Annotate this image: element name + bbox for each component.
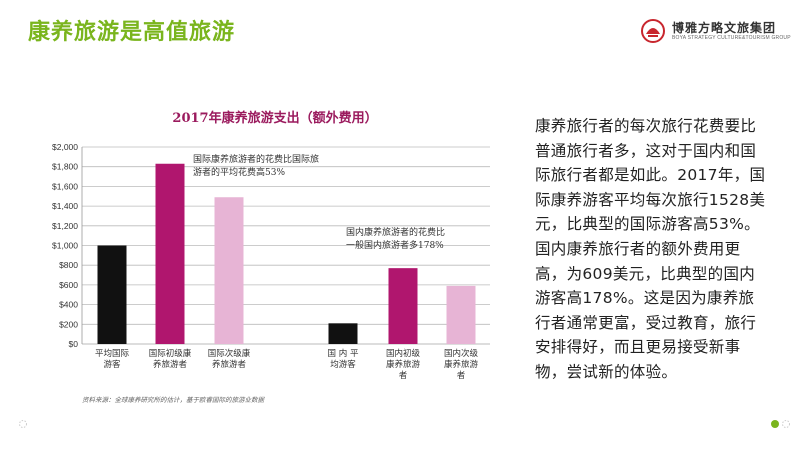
logo-english: BOYA STRATEGY CULTURE&TOURISM GROUP xyxy=(672,35,791,41)
company-logo: 博雅方略文旅集团 BOYA STRATEGY CULTURE&TOURISM G… xyxy=(640,18,791,48)
chart-title: 2017年康养旅游支出（额外费用） xyxy=(172,110,377,126)
y-tick-label: $1,800 xyxy=(52,162,78,172)
x-tick-label: 平均国际 xyxy=(95,348,130,359)
x-tick-label: 国际初级康 xyxy=(149,348,192,359)
x-tick-label: 国内次级 xyxy=(444,348,479,359)
spending-chart: 2017年康养旅游支出（额外费用） $0 $200 $400 $600 $800 $1,00… xyxy=(50,100,500,410)
y-tick-label: $400 xyxy=(59,300,78,310)
bar xyxy=(214,197,244,344)
annotation-text: 国际康养旅游者的花费比国际旅 xyxy=(193,153,319,165)
x-tick-label: 国际次级康 xyxy=(208,348,251,359)
x-tick-label: 者 xyxy=(457,371,466,381)
y-tick-label: $200 xyxy=(59,319,78,329)
slide-title: 康养旅游是高值旅游 xyxy=(28,20,236,45)
y-tick-label: $0 xyxy=(69,339,79,349)
annotation-text: 游者的平均花费高53% xyxy=(193,166,285,178)
bar xyxy=(155,163,185,344)
logo-emblem-icon xyxy=(641,19,665,43)
bar xyxy=(328,323,358,344)
y-tick-label: $1,000 xyxy=(52,241,78,251)
x-tick-label: 养旅游者 xyxy=(153,359,188,370)
bar xyxy=(446,285,476,344)
x-tick-label: 养旅游者 xyxy=(212,359,247,370)
y-tick-label: $1,600 xyxy=(52,181,78,191)
annotation-text: 一般国内旅游者多178% xyxy=(346,239,444,251)
bar xyxy=(97,245,127,344)
y-tick-label: $2,000 xyxy=(52,142,78,152)
previous-slide-icon[interactable] xyxy=(18,419,28,429)
y-tick-label: $1,200 xyxy=(52,221,78,231)
annotation-text: 国内康养旅游者的花费比 xyxy=(346,226,445,238)
y-tick-label: $1,400 xyxy=(52,201,78,211)
chart-svg: 2017年康养旅游支出（额外费用） $0 $200 $400 $600 $800 $1,00… xyxy=(52,110,490,404)
x-tick-label: 游客 xyxy=(103,359,121,370)
logo-name: 博雅方略文旅集团 xyxy=(672,21,777,35)
x-tick-label: 均游客 xyxy=(330,359,356,370)
y-tick-label: $800 xyxy=(59,260,78,270)
x-tick-label: 康养旅游 xyxy=(386,359,421,370)
bar xyxy=(388,268,418,344)
x-tick-label: 者 xyxy=(399,371,408,381)
y-tick-label: $600 xyxy=(59,280,78,290)
x-tick-label: 国 内 平 xyxy=(328,348,359,359)
next-slide-icon[interactable] xyxy=(770,419,794,429)
chart-source: 资料来源：全球康养研究所的估计，基于欧睿国际的旅游业数据 xyxy=(82,396,266,404)
body-paragraph: 康养旅行者的每次旅行花费要比普通旅行者多，这对于国内和国际旅行者都是如此。201… xyxy=(535,117,766,381)
x-tick-label: 国内初级 xyxy=(386,348,421,359)
x-tick-label: 康养旅游 xyxy=(444,359,479,370)
